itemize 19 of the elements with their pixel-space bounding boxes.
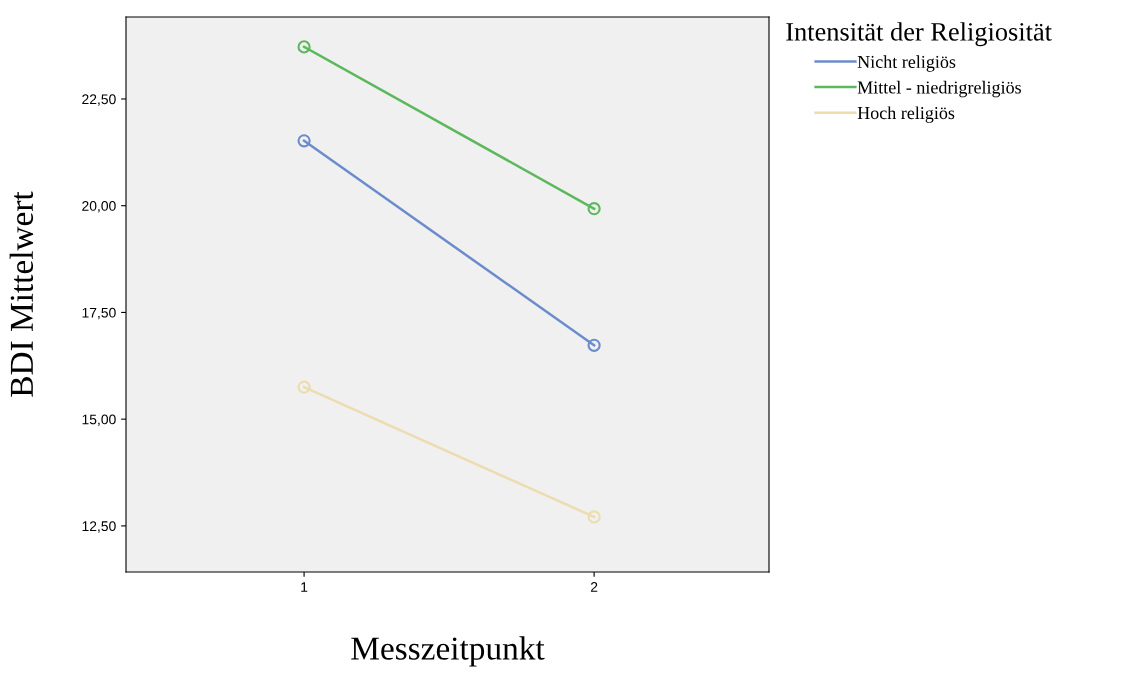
point xyxy=(297,380,311,394)
point xyxy=(587,202,601,216)
y-tick-label: 20,00 xyxy=(82,201,116,213)
y-tick-label: 22,50 xyxy=(82,94,116,106)
point xyxy=(587,338,601,352)
y-axis-title: BDI Mittelwert xyxy=(9,191,34,397)
x-tick-label: 2 xyxy=(590,582,598,592)
x-tick-label: 1 xyxy=(301,582,308,592)
legend-label: Mittel - niedrigreligiös xyxy=(857,80,1021,98)
legend-label: Nicht religiös xyxy=(857,55,956,72)
point xyxy=(297,40,311,54)
y-tick-label: 12,50 xyxy=(82,521,116,533)
legend-label: Hoch religiös xyxy=(857,106,955,123)
y-tick-label: 17,50 xyxy=(82,307,116,320)
point xyxy=(587,510,601,524)
point xyxy=(297,134,311,148)
y-tick-label: 15,00 xyxy=(82,414,116,426)
x-axis-title: Messzeitpunkt xyxy=(351,636,545,667)
legend-title: Intensität der Religiosität xyxy=(786,22,1052,47)
